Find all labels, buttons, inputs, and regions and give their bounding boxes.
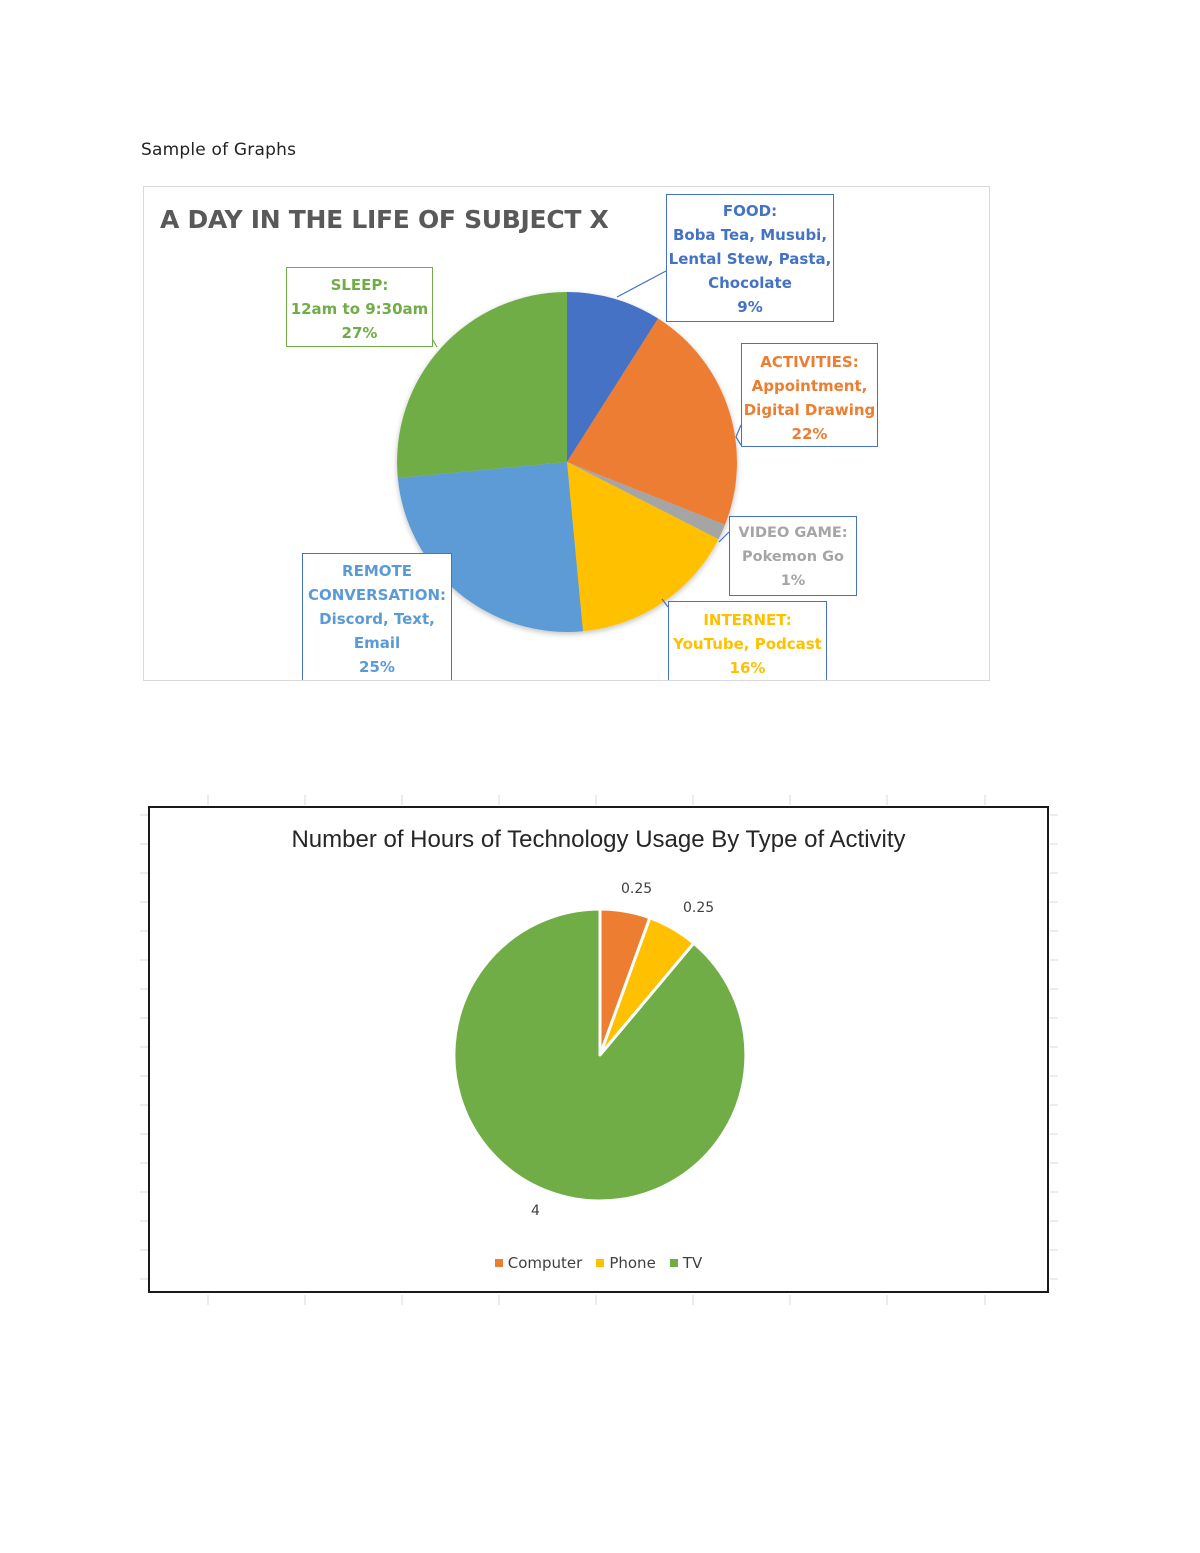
- legend-item-computer: Computer: [494, 1254, 583, 1272]
- legend-swatch-phone: [596, 1259, 605, 1267]
- chart2-legend: Computer Phone TV: [150, 1254, 1047, 1272]
- callout-remote-line1: CONVERSATION:: [307, 586, 447, 604]
- day-in-life-pie: [397, 270, 742, 632]
- callout-internet-title: INTERNET:: [703, 611, 792, 629]
- technology-usage-pie: [452, 907, 748, 1203]
- chart2-title: Number of Hours of Technology Usage By T…: [291, 826, 906, 853]
- callout-video-game-line1: Pokemon Go: [742, 549, 844, 565]
- callout-remote-title: REMOTE: [342, 562, 412, 580]
- callout-activities-title: ACTIVITIES:: [760, 353, 859, 371]
- callout-food-line2: Lental Stew, Pasta,: [668, 250, 832, 268]
- slice-video-game: [567, 462, 725, 540]
- callout-sleep: SLEEP: 12am to 9:30am 27%: [286, 267, 433, 347]
- callout-remote-line3: Email: [353, 634, 401, 652]
- callout-internet: INTERNET: YouTube, Podcast 16%: [668, 601, 827, 680]
- callout-sleep-line1: 12am to 9:30am: [290, 300, 429, 318]
- slice-food: [567, 292, 659, 462]
- callout-activities-line1: Appointment,: [751, 377, 868, 395]
- data-label-tv: 4: [531, 1203, 540, 1219]
- callout-activities-line2: Digital Drawing: [743, 401, 876, 419]
- callout-activities-pct: 22%: [791, 425, 828, 443]
- callout-sleep-title: SLEEP:: [330, 276, 389, 294]
- callout-activities: ACTIVITIES: Appointment, Digital Drawing…: [741, 343, 878, 447]
- callout-internet-pct: 16%: [729, 659, 766, 677]
- legend-swatch-computer: [494, 1259, 503, 1267]
- callout-remote-pct: 25%: [359, 658, 395, 676]
- document-heading: Sample of Graphs: [141, 140, 297, 160]
- legend-item-tv: TV: [669, 1254, 703, 1272]
- callout-food-line1: Boba Tea, Musubi,: [672, 226, 828, 244]
- legend-swatch-tv: [669, 1259, 678, 1267]
- callout-internet-line1: YouTube, Podcast: [673, 635, 822, 653]
- slice-tv: [452, 907, 748, 1203]
- technology-usage-chart: Number of Hours of Technology Usage By T…: [148, 806, 1049, 1293]
- callout-food-title: FOOD:: [722, 202, 778, 220]
- slice-activities: [567, 318, 737, 525]
- day-in-life-chart: A DAY IN THE LIFE OF SUBJECT X FOOD: Bob…: [143, 186, 990, 681]
- legend-item-phone: Phone: [596, 1254, 656, 1272]
- callout-food-line3: Chocolate: [708, 274, 792, 292]
- callout-food-pct: 9%: [737, 298, 763, 316]
- callout-food: FOOD: Boba Tea, Musubi, Lental Stew, Pas…: [666, 194, 834, 322]
- data-label-phone: 0.25: [683, 900, 715, 916]
- chart1-title: A DAY IN THE LIFE OF SUBJECT X: [160, 205, 609, 234]
- callout-video-game-pct: 1%: [780, 573, 806, 589]
- callout-remote-line2: Discord, Text,: [319, 610, 435, 628]
- callout-sleep-pct: 27%: [341, 324, 378, 342]
- slice-internet: [567, 462, 719, 632]
- spreadsheet-gridlines: [140, 795, 1058, 1305]
- callout-video-game: VIDEO GAME: Pokemon Go 1%: [729, 516, 857, 596]
- legend-label-phone: Phone: [609, 1254, 656, 1272]
- data-label-computer: 0.25: [621, 881, 653, 897]
- slice-remote-conversation: [397, 462, 583, 632]
- slice-sleep: [397, 292, 567, 478]
- legend-label-computer: Computer: [507, 1254, 583, 1272]
- legend-label-tv: TV: [682, 1254, 703, 1272]
- callout-remote-conversation: REMOTE CONVERSATION: Discord, Text, Emai…: [302, 553, 452, 680]
- callout-video-game-title: VIDEO GAME:: [738, 525, 848, 541]
